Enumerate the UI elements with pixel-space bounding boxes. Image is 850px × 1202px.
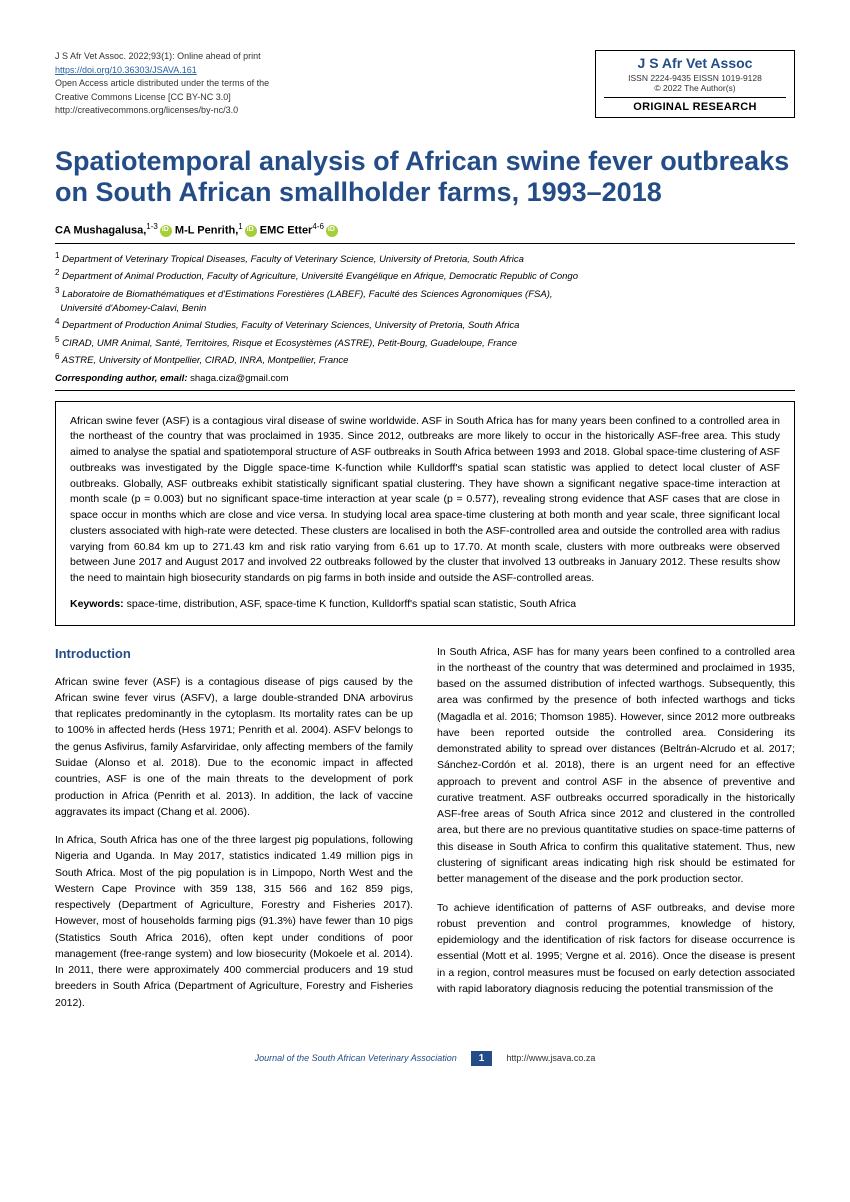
header-meta: J S Afr Vet Assoc. 2022;93(1): Online ah… (55, 50, 269, 118)
abstract: African swine fever (ASF) is a contagiou… (55, 401, 795, 626)
orcid-icon[interactable] (326, 225, 338, 237)
footer-journal: Journal of the South African Veterinary … (255, 1053, 457, 1063)
abstract-text: African swine fever (ASF) is a contagiou… (70, 415, 780, 585)
rule (55, 243, 795, 244)
oa-line-1: Open Access article distributed under th… (55, 77, 269, 91)
page-number: 1 (471, 1051, 493, 1066)
para-2: In Africa, South Africa has one of the t… (55, 832, 413, 1011)
journal-box: J S Afr Vet Assoc ISSN 2224-9435 EISSN 1… (595, 50, 795, 118)
corresponding: Corresponding author, email: shaga.ciza@… (55, 373, 795, 384)
para-1: African swine fever (ASF) is a contagiou… (55, 674, 413, 820)
affiliations: 1 Department of Veterinary Tropical Dise… (55, 250, 795, 369)
author-3: EMC Etter (260, 225, 313, 237)
para-4: To achieve identification of patterns of… (437, 900, 795, 998)
body-columns: Introduction African swine fever (ASF) i… (55, 644, 795, 1023)
issn: ISSN 2224-9435 EISSN 1019-9128 (604, 73, 786, 83)
right-column: In South Africa, ASF has for many years … (437, 644, 795, 1023)
orcid-icon[interactable] (160, 225, 172, 237)
left-column: Introduction African swine fever (ASF) i… (55, 644, 413, 1023)
cc-url: http://creativecommons.org/licenses/by-n… (55, 104, 269, 118)
author-2: M-L Penrith, (175, 225, 238, 237)
keywords-line: Keywords: space-time, distribution, ASF,… (70, 597, 780, 613)
author-1: CA Mushagalusa, (55, 225, 146, 237)
page-header: J S Afr Vet Assoc. 2022;93(1): Online ah… (55, 50, 795, 118)
copyright: © 2022 The Author(s) (604, 83, 786, 93)
doi-link[interactable]: https://doi.org/10.36303/JSAVA.161 (55, 65, 197, 75)
rule (55, 390, 795, 391)
article-type: ORIGINAL RESEARCH (604, 97, 786, 113)
journal-name: J S Afr Vet Assoc (604, 55, 786, 71)
citation: J S Afr Vet Assoc. 2022;93(1): Online ah… (55, 50, 269, 64)
article-title: Spatiotemporal analysis of African swine… (55, 146, 795, 208)
page-footer: Journal of the South African Veterinary … (55, 1051, 795, 1066)
footer-url[interactable]: http://www.jsava.co.za (506, 1053, 595, 1063)
author-list: CA Mushagalusa,1-3 M-L Penrith,1 EMC Ett… (55, 222, 795, 237)
corr-email[interactable]: shaga.ciza@gmail.com (190, 373, 288, 384)
oa-line-2: Creative Commons License [CC BY-NC 3.0] (55, 91, 269, 105)
intro-heading: Introduction (55, 644, 413, 664)
orcid-icon[interactable] (245, 225, 257, 237)
para-3: In South Africa, ASF has for many years … (437, 644, 795, 888)
